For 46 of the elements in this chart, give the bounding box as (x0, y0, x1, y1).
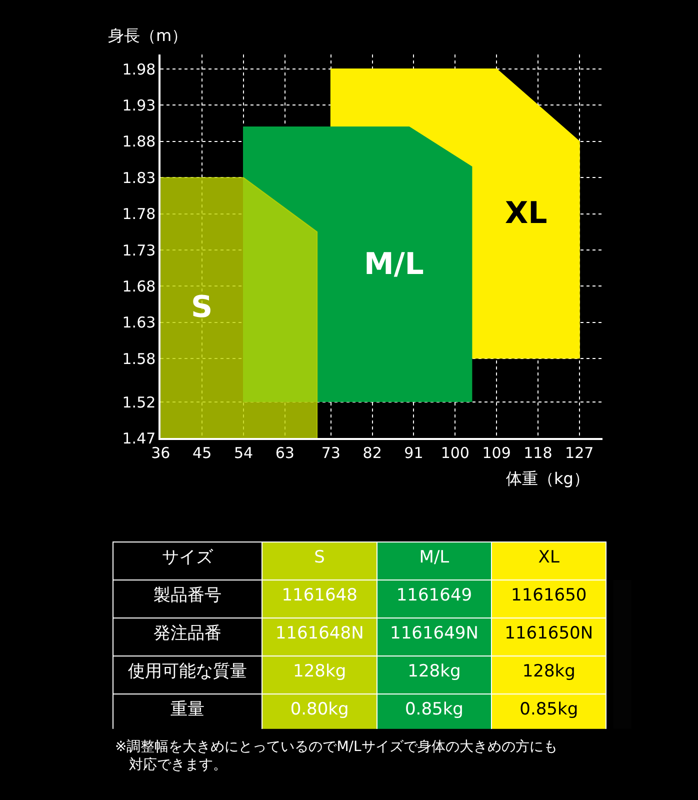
y-tick-label: 1.63 (122, 314, 156, 332)
text: 0.85kg (520, 700, 578, 720)
x-tick-label: 118 (524, 444, 552, 462)
text: 1161649N (390, 624, 478, 644)
y-tick-label: 1.78 (122, 205, 156, 224)
x-tick-label: 45 (192, 444, 212, 462)
category-label: M/L (419, 548, 450, 568)
category-label: 製品番号 (154, 586, 222, 606)
x-tick-label: 73 (321, 444, 340, 462)
text: 0.80kg (290, 700, 349, 720)
y-tick-label: 1.73 (122, 241, 156, 260)
series-label: XL (505, 196, 548, 231)
x-tick-label: 82 (362, 444, 382, 462)
category-label: 重量 (170, 700, 205, 720)
y-tick-label: 1.68 (122, 277, 156, 296)
series-label: M/L (364, 247, 424, 282)
x-tick-label: 127 (565, 444, 594, 462)
category-label: XL (538, 548, 560, 568)
x-tick-label: 91 (404, 444, 424, 462)
text: 1161650 (511, 586, 587, 606)
y-axis-title: 身長（m） (108, 26, 188, 45)
text: 128kg (293, 662, 346, 682)
x-tick-label: 54 (234, 444, 254, 462)
text: 1161648N (275, 624, 364, 644)
y-tick-label: 1.58 (122, 350, 156, 368)
y-tick-label: 1.88 (122, 132, 156, 151)
series-label: S (191, 290, 213, 325)
text: 128kg (408, 662, 461, 682)
y-tick-label: 1.83 (122, 168, 156, 187)
x-tick-label: 100 (440, 444, 470, 462)
y-tick-label: 1.52 (122, 393, 156, 412)
text: 1161649 (396, 586, 472, 606)
x-tick-label: 63 (275, 444, 294, 462)
y-tick-label: 1.93 (122, 96, 156, 114)
text: 1161648 (282, 586, 358, 606)
category-label: S (314, 548, 325, 568)
category-label: 使用可能な質量 (128, 662, 248, 682)
x-axis-title: 体重（kg） (506, 469, 590, 488)
category-label: サイズ (162, 548, 214, 568)
text: 128kg (522, 662, 576, 682)
text: 0.85kg (404, 700, 464, 720)
category-label: 発注品番 (154, 624, 222, 644)
text: 1161650N (504, 624, 594, 644)
text: ※調整幅を大きめにとっているのでM/Lサイズで身体の大きめの方にも対応できます。 (115, 739, 558, 774)
y-tick-label: 1.98 (122, 60, 156, 78)
x-tick-label: 109 (482, 444, 511, 462)
